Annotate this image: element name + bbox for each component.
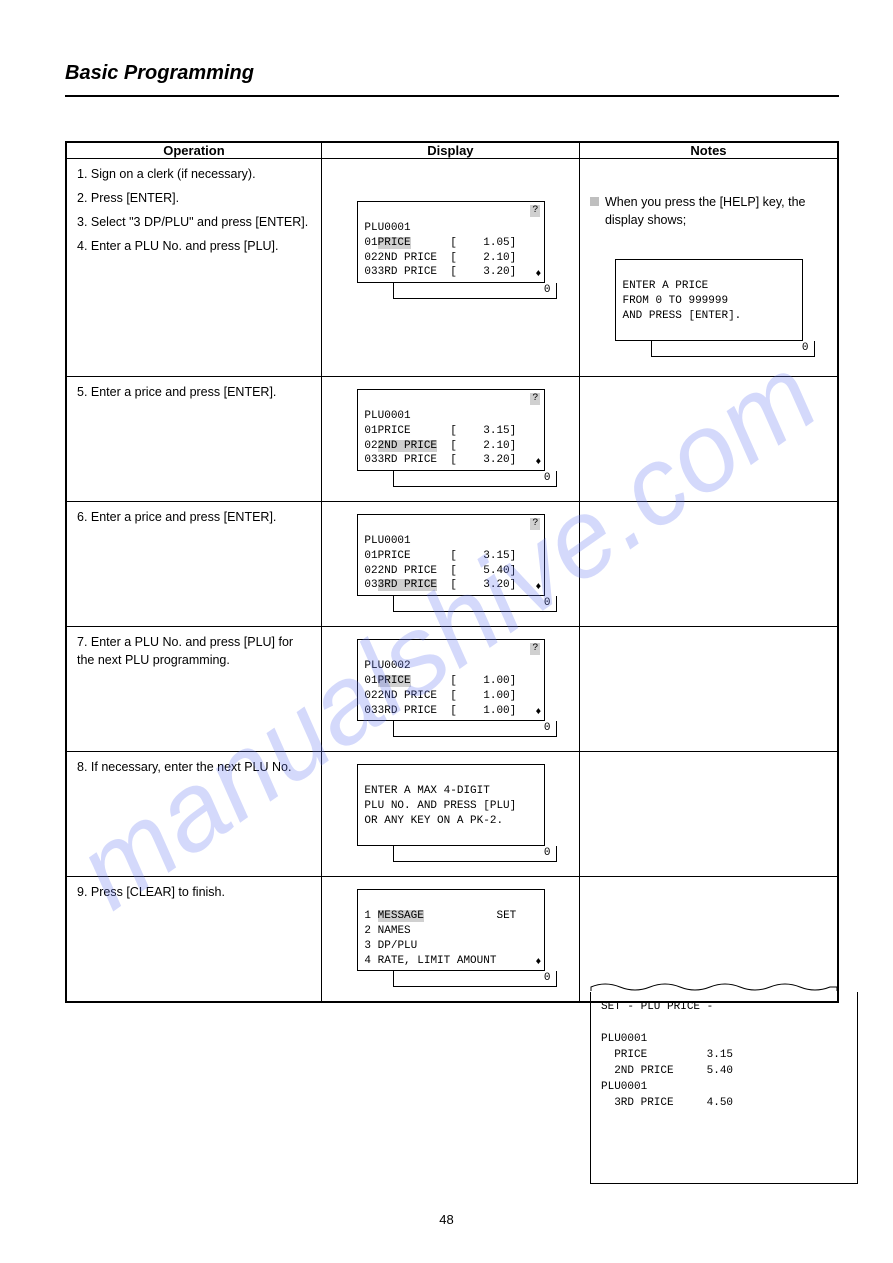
- receipt: SET - PLU PRICE - PLU0001 PRICE 3.15 2ND…: [590, 980, 838, 1184]
- op-cell: 1. Sign on a clerk (if necessary). 2. Pr…: [67, 159, 321, 376]
- op-cell: 6. Enter a price and press [ENTER].: [67, 502, 321, 538]
- lcd-footer: 0: [393, 971, 557, 987]
- display-cell: ENTER A MAX 4-DIGIT PLU NO. AND PRESS [P…: [322, 752, 579, 876]
- bullet-icon: [590, 197, 599, 206]
- scroll-icon: ♦: [535, 270, 541, 280]
- lcd-screen: PLU0001? 01PRICE [ 3.15] 022ND PRICE [ 2…: [357, 389, 545, 487]
- notes-cell: [580, 377, 837, 389]
- page-title: Basic Programming: [65, 62, 254, 85]
- table-row: 7. Enter a PLU No. and press [PLU] for t…: [66, 627, 838, 752]
- table-row: 6. Enter a price and press [ENTER]. PLU0…: [66, 502, 838, 627]
- op-cell: 5. Enter a price and press [ENTER].: [67, 377, 321, 413]
- help-icon: ?: [530, 393, 540, 405]
- notes-cell: [580, 502, 837, 514]
- display-cell: PLU0001? 01PRICE [ 3.15] 022ND PRICE [ 5…: [322, 502, 579, 626]
- notes-cell: [580, 877, 837, 889]
- notes-cell: When you press the [HELP] key, the displ…: [580, 159, 837, 376]
- op-cell: 8. If necessary, enter the next PLU No.: [67, 752, 321, 788]
- lcd-screen: ENTER A MAX 4-DIGIT PLU NO. AND PRESS [P…: [357, 764, 545, 862]
- lcd-screen: PLU0001? 01PRICE [ 1.05] 022ND PRICE [ 2…: [357, 201, 545, 299]
- procedure-table: Operation Display Notes 1. Sign on a cle…: [65, 141, 839, 1003]
- scroll-icon: ♦: [535, 708, 541, 718]
- scroll-icon: ♦: [535, 583, 541, 593]
- lcd-footer: 0: [393, 471, 557, 487]
- header-rule: [65, 95, 839, 97]
- display-cell: PLU0002? 01PRICE [ 1.00] 022ND PRICE [ 1…: [322, 627, 579, 751]
- display-cell: PLU0001? 01PRICE [ 1.05] 022ND PRICE [ 2…: [322, 159, 579, 376]
- lcd-footer: 0: [393, 721, 557, 737]
- header-display: Display: [321, 142, 579, 159]
- op-cell: 9. Press [CLEAR] to finish.: [67, 877, 321, 913]
- receipt-torn-edge-icon: [590, 980, 838, 992]
- page: manualshive.com Basic Programming Operat…: [0, 0, 893, 1263]
- help-icon: ?: [530, 643, 540, 655]
- table-row: 1. Sign on a clerk (if necessary). 2. Pr…: [66, 159, 838, 377]
- table-row: 5. Enter a price and press [ENTER]. PLU0…: [66, 377, 838, 502]
- lcd-screen: PLU0001? 01PRICE [ 3.15] 022ND PRICE [ 5…: [357, 514, 545, 612]
- header-notes: Notes: [579, 142, 838, 159]
- page-number: 48: [0, 1212, 893, 1227]
- lcd-footer: 0: [651, 341, 815, 357]
- lcd-screen-menu: 1 MESSAGE SET 2 NAMES 3 DP/PLU 4 RATE, L…: [357, 889, 545, 987]
- lcd-screen-help: ENTER A PRICE FROM 0 TO 999999 AND PRESS…: [615, 259, 803, 357]
- lcd-footer: 0: [393, 846, 557, 862]
- table-row: 8. If necessary, enter the next PLU No. …: [66, 752, 838, 877]
- lcd-footer: 0: [393, 283, 557, 299]
- help-icon: ?: [530, 205, 540, 217]
- notes-cell: [580, 752, 837, 764]
- lcd-screen: PLU0002? 01PRICE [ 1.00] 022ND PRICE [ 1…: [357, 639, 545, 737]
- header-operation: Operation: [66, 142, 321, 159]
- scroll-icon: ♦: [535, 458, 541, 468]
- display-cell: PLU0001? 01PRICE [ 3.15] 022ND PRICE [ 2…: [322, 377, 579, 501]
- lcd-footer: 0: [393, 596, 557, 612]
- help-icon: ?: [530, 518, 540, 530]
- receipt-body: SET - PLU PRICE - PLU0001 PRICE 3.15 2ND…: [590, 992, 858, 1184]
- table-header-row: Operation Display Notes: [66, 142, 838, 159]
- notes-cell: [580, 627, 837, 639]
- scroll-icon: ♦: [535, 958, 541, 968]
- note-text: When you press the [HELP] key, the displ…: [605, 193, 829, 229]
- op-cell: 7. Enter a PLU No. and press [PLU] for t…: [67, 627, 321, 681]
- display-cell: 1 MESSAGE SET 2 NAMES 3 DP/PLU 4 RATE, L…: [322, 877, 579, 1001]
